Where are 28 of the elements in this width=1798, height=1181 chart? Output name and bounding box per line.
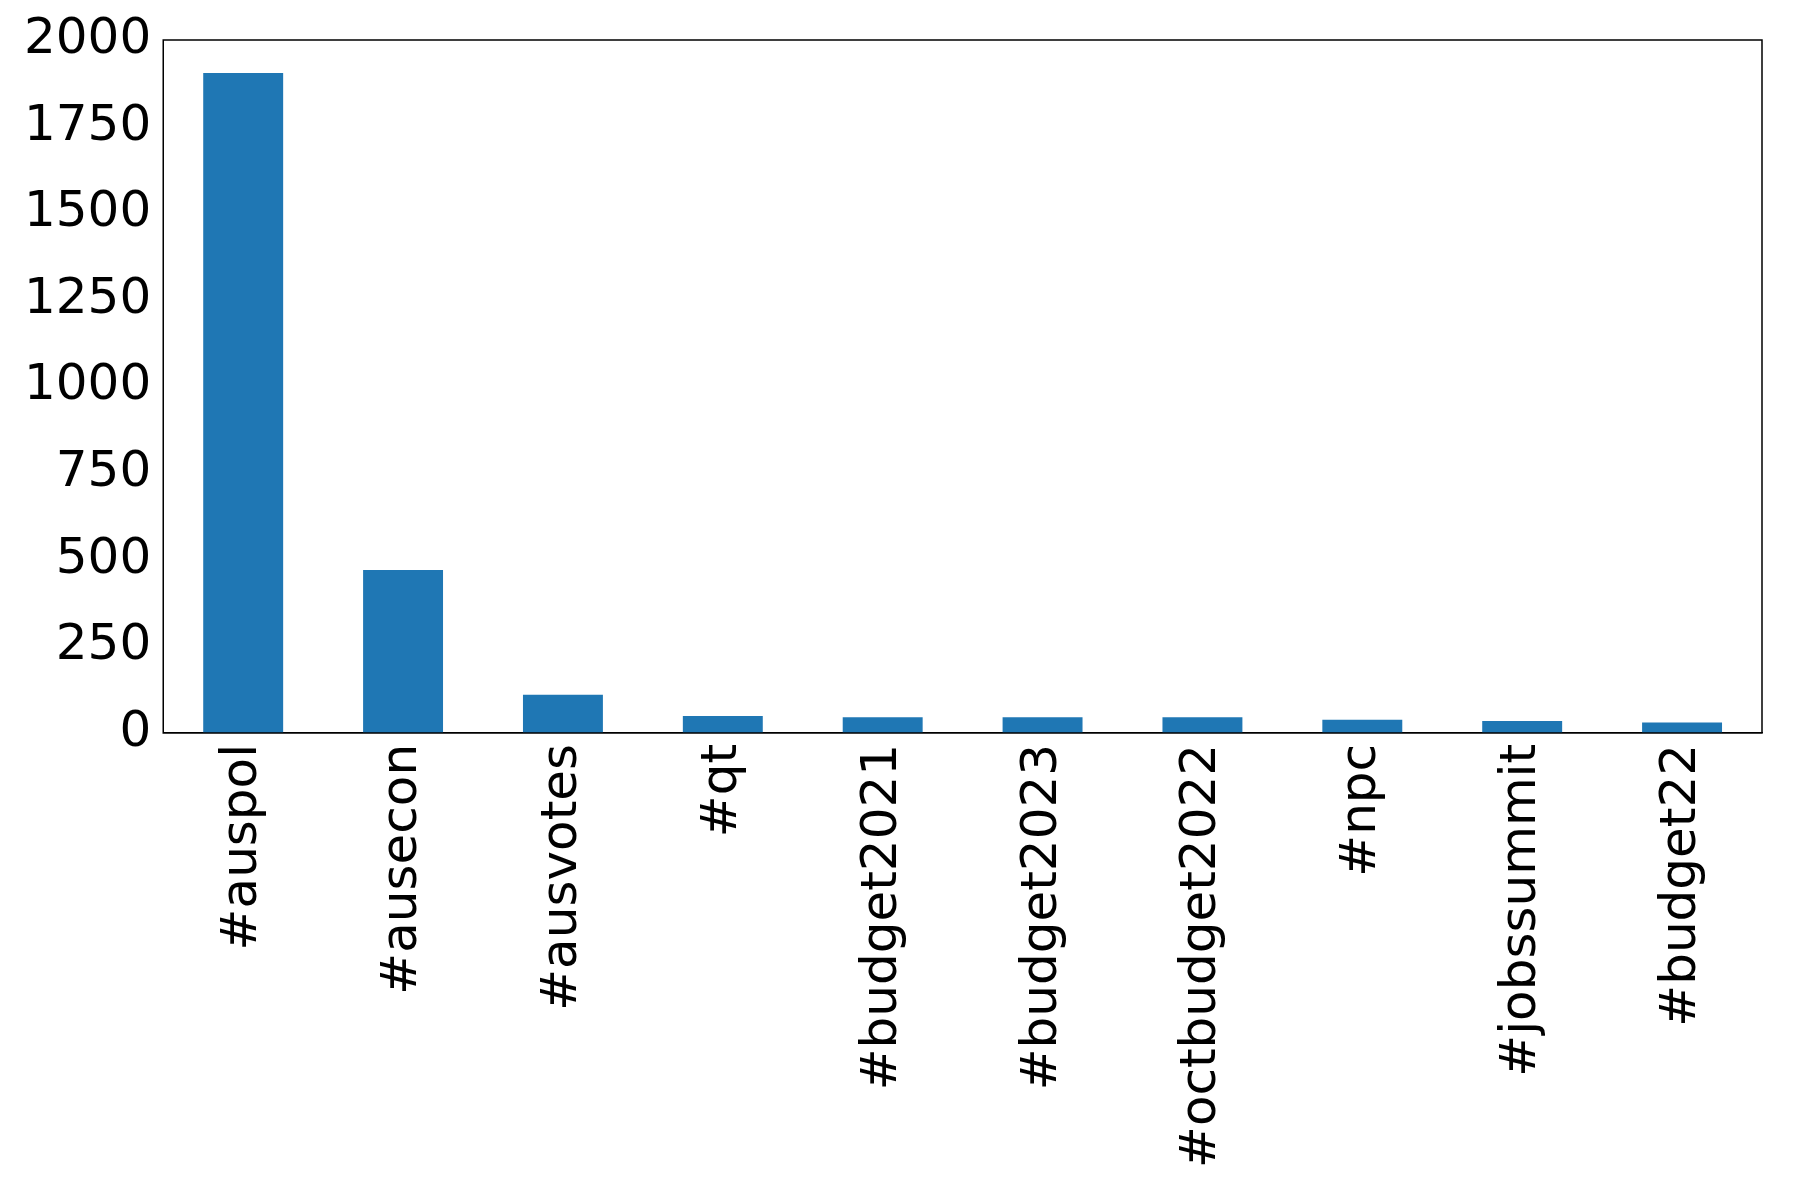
bar (682, 715, 763, 733)
y-tick-label: 1000 (24, 353, 152, 412)
x-tick-label: #budget2023 (1009, 743, 1068, 1091)
y-tick-label: 250 (55, 613, 152, 672)
y-tick-label: 1250 (24, 266, 152, 325)
bar (363, 570, 444, 733)
y-tick-label: 500 (55, 526, 152, 585)
y-tick-label: 0 (119, 699, 152, 758)
x-tick-label: #ausecon (370, 743, 429, 995)
bar (1482, 721, 1563, 733)
bar (1002, 717, 1083, 733)
x-tick-label: #octbudget2022 (1169, 743, 1228, 1169)
bar (1322, 719, 1403, 733)
x-tick-label: #budget22 (1649, 743, 1708, 1027)
y-tick-label: 750 (55, 440, 152, 499)
x-tick-label: #ausvotes (529, 743, 588, 1011)
y-tick-label: 2000 (24, 6, 152, 65)
bar (1162, 717, 1243, 733)
bar (522, 694, 603, 733)
y-tick-label: 1500 (24, 180, 152, 239)
x-tick-label: #qt (689, 743, 748, 838)
y-tick-label: 1750 (24, 93, 152, 152)
x-tick-label: #auspol (210, 743, 269, 951)
bar (842, 717, 923, 733)
bar (203, 72, 284, 733)
x-tick-label: #budget2021 (849, 743, 908, 1091)
x-tick-label: #jobssummit (1489, 743, 1548, 1077)
x-tick-label: #npc (1329, 743, 1388, 877)
